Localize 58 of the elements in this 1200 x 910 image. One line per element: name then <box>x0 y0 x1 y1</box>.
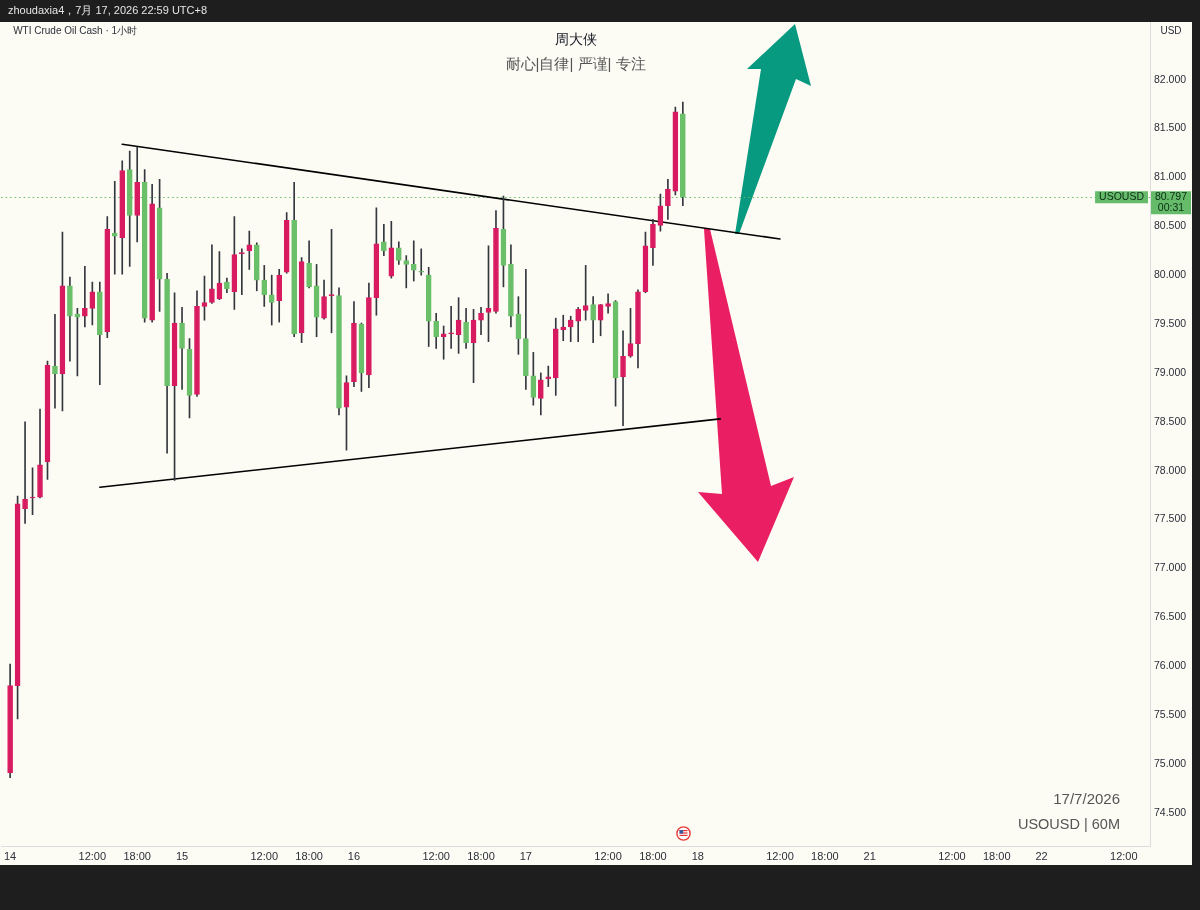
candlestick <box>82 266 88 328</box>
candlestick <box>448 306 454 349</box>
x-tick-label: 12:00 <box>594 849 622 862</box>
text: 耐心|自律| 严谨| 专注 <box>505 55 646 73</box>
x-tick-label: 12:00 <box>250 849 279 862</box>
candlestick <box>605 293 611 314</box>
x-tick-label: 17 <box>519 849 532 862</box>
candlestick <box>410 240 417 282</box>
candlestick <box>209 244 215 304</box>
y-axis-title: USD <box>1160 24 1182 36</box>
y-tick-label: 80.500 <box>1154 219 1187 232</box>
x-tick-label: 18 <box>691 849 704 862</box>
text: zhoudaxia4，7月 17, 2026 22:59 UTC+8 <box>8 4 208 17</box>
annotation: USOUSD | 60M <box>1017 816 1120 832</box>
x-tick-label: 16 <box>347 849 361 862</box>
x-tick-label: 12:00 <box>1110 849 1138 862</box>
candlestick <box>545 365 552 387</box>
annotation: WTI Crude Oil Cash · 1小时 <box>13 24 138 36</box>
x-tick-label: 15 <box>175 849 189 862</box>
x-tick-label: 18:00 <box>295 849 323 862</box>
y-tick-label: 74.500 <box>1154 805 1187 818</box>
candlestick <box>22 421 28 524</box>
y-tick-label: 81.000 <box>1154 170 1187 183</box>
x-tick-label: 12:00 <box>766 849 794 862</box>
ref-line-label: 80.797 00:31 <box>1154 190 1188 213</box>
annotation: 17/7/2026 <box>1053 790 1120 808</box>
x-tick-label: 14 <box>3 849 17 862</box>
x-tick-label: 12:00 <box>78 849 107 862</box>
text: 周大侠 <box>554 30 597 47</box>
y-tick-label: 81.500 <box>1154 121 1187 134</box>
candlestick <box>52 313 58 409</box>
y-tick-label: 82.000 <box>1154 72 1187 85</box>
y-tick-label: 77.500 <box>1154 512 1187 525</box>
candlestick <box>268 274 275 326</box>
candlestick <box>418 248 425 276</box>
x-tick-label: 18:00 <box>983 849 1011 862</box>
candlestick <box>403 255 410 289</box>
annotation: USOUSD <box>1099 190 1145 203</box>
x-tick-label: 18:00 <box>123 849 151 862</box>
x-tick-label: 21 <box>863 849 876 862</box>
y-tick-label: 80.000 <box>1154 268 1187 281</box>
x-tick-label: 18:00 <box>811 849 839 862</box>
y-tick-label: 79.500 <box>1154 316 1187 329</box>
x-tick-label: 12:00 <box>938 849 966 862</box>
y-tick-label: 78.000 <box>1154 463 1187 476</box>
y-tick-label: 79.000 <box>1154 365 1187 378</box>
candlestick <box>620 330 626 427</box>
y-tick-label: 76.000 <box>1154 659 1187 672</box>
y-tick-label: 77.000 <box>1154 561 1187 574</box>
x-tick-label: 18:00 <box>639 849 667 862</box>
y-tick-label: 75.000 <box>1154 756 1187 769</box>
candlestick <box>246 230 253 270</box>
y-tick-label: 76.500 <box>1154 610 1187 623</box>
x-tick-label: 12:00 <box>422 849 450 862</box>
y-tick-label: 78.500 <box>1154 414 1187 427</box>
x-tick-label: 22 <box>1035 849 1048 862</box>
y-tick-label: 75.500 <box>1154 707 1187 720</box>
x-tick-label: 18:00 <box>467 849 495 862</box>
